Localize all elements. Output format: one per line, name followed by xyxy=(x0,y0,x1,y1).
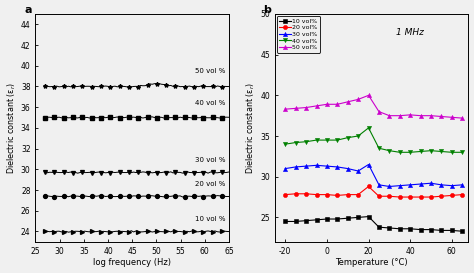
Text: a: a xyxy=(24,5,32,15)
Y-axis label: Dielectric constant (ε$_r$): Dielectric constant (ε$_r$) xyxy=(6,82,18,174)
Text: 20 vol %: 20 vol % xyxy=(195,181,225,187)
Y-axis label: Dielectric constant (ε$_r$): Dielectric constant (ε$_r$) xyxy=(245,82,257,174)
Legend: 10 vol%, 20 vol%, 30 vol%, 40 vol%, 50 vol%: 10 vol%, 20 vol%, 30 vol%, 40 vol%, 50 v… xyxy=(277,16,320,53)
X-axis label: Temperature (°C): Temperature (°C) xyxy=(335,259,408,268)
Text: 30 vol %: 30 vol % xyxy=(195,157,225,163)
Text: 10 vol %: 10 vol % xyxy=(195,216,225,222)
Text: b: b xyxy=(263,5,271,15)
X-axis label: log frequency (Hz): log frequency (Hz) xyxy=(93,259,171,268)
Text: 50 vol %: 50 vol % xyxy=(195,68,225,74)
Text: 40 vol %: 40 vol % xyxy=(195,100,225,106)
Text: 1 MHz: 1 MHz xyxy=(396,28,424,37)
